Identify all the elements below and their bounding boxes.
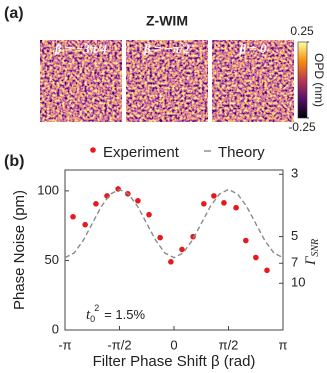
experiment-point: [82, 222, 88, 228]
experiment-point: [93, 201, 99, 207]
x-tick-label: -π: [58, 337, 71, 352]
panel-title: Z-WIM: [146, 13, 188, 29]
experiment-point: [168, 259, 174, 265]
experiment-point: [264, 268, 270, 274]
experiment-point: [211, 193, 217, 199]
figure: (a) Z-WIM β = −3π/4 β = −π/2 β = 0 -0.25 0.25 O…: [0, 0, 327, 373]
y2-tick-label: 7: [291, 255, 298, 270]
y2-tick-label: 3: [291, 166, 298, 181]
theory-line: [65, 189, 283, 257]
page: {"chart_data": [ {"type": "image", "pane…: [0, 0, 327, 373]
y-tick-label: 100: [37, 182, 59, 197]
legend-label: Theory: [218, 144, 265, 161]
y-axis-label: Phase Noise (pm): [11, 190, 28, 310]
experiment-point: [221, 200, 227, 206]
image-label: β = −3π/4: [54, 41, 108, 56]
image-label: β = −π/2: [143, 41, 190, 56]
experiment-point: [233, 205, 239, 211]
legend-swatch: [90, 147, 96, 153]
annotation-sub: 0: [90, 314, 95, 324]
experiment-point: [201, 201, 207, 207]
experiment-point: [146, 212, 152, 218]
x-tick-label: π: [279, 337, 288, 352]
x-tick-label: 0: [170, 337, 177, 352]
x-tick-label: π/2: [219, 337, 239, 352]
y2-axis-label: ΓSNR: [303, 239, 321, 266]
y-tick-label: 0: [52, 321, 59, 336]
annotation-text: = 1.5%: [104, 307, 145, 322]
y2-tick-label: 5: [291, 228, 298, 243]
experiment-point: [70, 214, 76, 220]
y2-tick-label: 10: [291, 275, 305, 290]
y2-label-sub: SNR: [310, 239, 321, 257]
experiment-point: [157, 235, 163, 241]
image-label: β = 0: [238, 41, 267, 56]
experiment-point: [243, 238, 249, 244]
y-tick-label: 50: [45, 252, 59, 267]
panel-label: (a): [4, 5, 24, 22]
annotation-sup: 2: [94, 303, 99, 313]
experiment-point: [179, 247, 185, 253]
colorbar: [298, 42, 307, 118]
colorbar-label: OPD (nm): [312, 53, 326, 107]
x-axis-label: Filter Phase Shift β (rad): [93, 353, 256, 370]
experiment-point: [253, 255, 259, 261]
legend-label: Experiment: [103, 144, 180, 161]
colorbar-tick-label: 0.25: [290, 24, 314, 38]
colorbar-tick-label: -0.25: [288, 120, 316, 134]
x-tick-label: -π/2: [107, 337, 131, 352]
experiment-point: [115, 186, 121, 192]
annotation: t02= 1.5%: [86, 303, 145, 324]
experiment-point: [135, 198, 141, 204]
panel-label: (b): [4, 153, 24, 170]
